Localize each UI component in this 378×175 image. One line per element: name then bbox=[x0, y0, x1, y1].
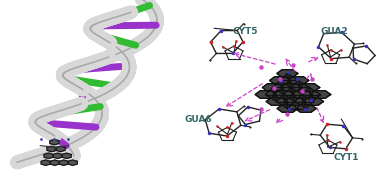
Polygon shape bbox=[273, 91, 294, 98]
Polygon shape bbox=[53, 153, 62, 159]
Polygon shape bbox=[277, 105, 298, 112]
Polygon shape bbox=[62, 153, 71, 159]
Polygon shape bbox=[302, 98, 323, 105]
Polygon shape bbox=[266, 98, 287, 105]
Polygon shape bbox=[310, 91, 331, 98]
Polygon shape bbox=[59, 160, 68, 165]
Polygon shape bbox=[299, 84, 320, 91]
Polygon shape bbox=[50, 139, 59, 145]
Polygon shape bbox=[255, 91, 276, 98]
Text: GUA2: GUA2 bbox=[321, 27, 349, 36]
Polygon shape bbox=[284, 98, 305, 105]
Polygon shape bbox=[68, 160, 77, 165]
Polygon shape bbox=[295, 105, 316, 112]
Text: CYT5: CYT5 bbox=[233, 27, 259, 36]
Polygon shape bbox=[280, 84, 301, 91]
Polygon shape bbox=[270, 77, 290, 84]
Text: GUA6: GUA6 bbox=[184, 114, 212, 124]
Polygon shape bbox=[56, 146, 65, 152]
Polygon shape bbox=[44, 153, 53, 159]
Polygon shape bbox=[262, 84, 283, 91]
Text: CYT1: CYT1 bbox=[333, 153, 359, 162]
Polygon shape bbox=[288, 77, 309, 84]
Polygon shape bbox=[47, 146, 56, 152]
Polygon shape bbox=[50, 160, 59, 165]
Polygon shape bbox=[277, 70, 298, 77]
Polygon shape bbox=[41, 160, 50, 165]
Polygon shape bbox=[291, 91, 312, 98]
